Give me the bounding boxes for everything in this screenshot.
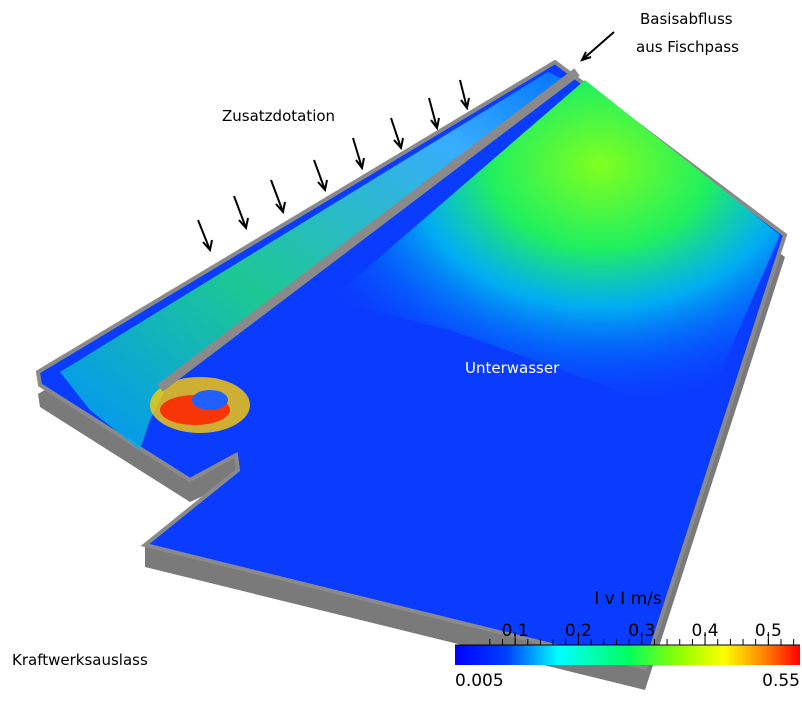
colorbar-gradient	[455, 645, 800, 665]
outlet-label: Kraftwerksauslass	[12, 651, 148, 669]
colorbar-tick-label: 0.1	[502, 621, 529, 641]
colorbar-min: 0.005	[455, 671, 504, 691]
inflow-label: aus Fischpass	[636, 38, 739, 56]
figure: Basisabfluss aus Fischpass Zusatzdotatio…	[0, 0, 802, 713]
colorbar-tick-label: 0.3	[628, 621, 655, 641]
colorbar-tick-label: 0.4	[692, 621, 719, 641]
eddy-center	[192, 390, 228, 410]
supplement-label: Zusatzdotation	[222, 107, 335, 125]
colorbar-title: I v I m/s	[594, 589, 662, 609]
tailwater-label: Unterwasser	[465, 359, 560, 377]
colorbar-max: 0.55	[762, 671, 800, 691]
inflow-label: Basisabfluss	[640, 10, 733, 28]
colorbar-tick-label: 0.5	[755, 621, 782, 641]
colorbar-tick-label: 0.2	[565, 621, 592, 641]
